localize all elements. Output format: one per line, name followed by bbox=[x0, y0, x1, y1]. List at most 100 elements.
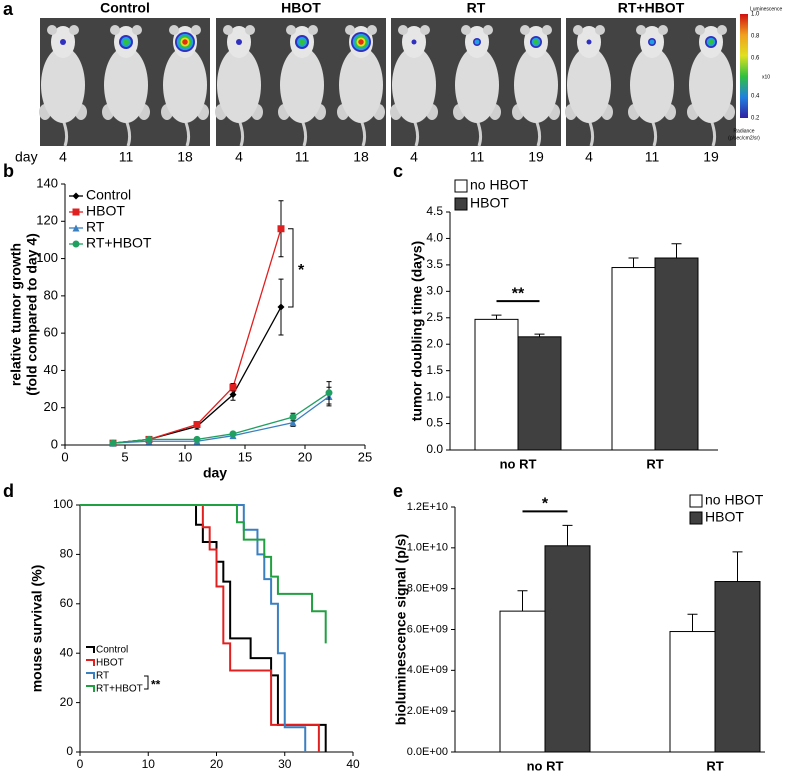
mouse-ear bbox=[573, 25, 583, 35]
group-title: RT bbox=[467, 0, 486, 16]
y-tick-label: 60 bbox=[60, 596, 74, 610]
error-bar bbox=[517, 590, 528, 612]
error-bar bbox=[562, 524, 573, 546]
marker bbox=[109, 439, 117, 447]
error-bar bbox=[732, 551, 743, 582]
mouse-body bbox=[689, 47, 733, 123]
signal-spot bbox=[358, 39, 364, 45]
error-bar bbox=[628, 257, 639, 268]
marker bbox=[289, 419, 297, 427]
colorbar-unit: (p/sec/cm2/sr) bbox=[728, 135, 760, 141]
mouse-ear bbox=[658, 25, 668, 35]
panel-label: e bbox=[393, 481, 403, 501]
x-tick-label: 40 bbox=[346, 757, 360, 771]
x-tick-label: no RT bbox=[527, 758, 564, 773]
mouse-ear bbox=[223, 25, 233, 35]
x-axis-label: time (days) bbox=[180, 772, 254, 774]
y-tick-label: 20 bbox=[44, 399, 58, 414]
legend-label: Control bbox=[96, 645, 128, 656]
colorbar-tick: 1.0 bbox=[751, 12, 760, 18]
legend-swatch bbox=[86, 672, 95, 679]
survival-curve bbox=[80, 504, 327, 752]
mouse-ear bbox=[69, 25, 79, 35]
legend-swatch bbox=[454, 179, 468, 193]
day-value: 19 bbox=[528, 149, 544, 165]
mouse-ear bbox=[695, 25, 705, 35]
day-value: 4 bbox=[59, 149, 67, 165]
mouse-ear bbox=[286, 25, 296, 35]
day-value: 19 bbox=[703, 149, 719, 165]
y-tick-label: 20 bbox=[60, 695, 74, 709]
signal-spot bbox=[299, 39, 305, 45]
x-axis-label: day bbox=[203, 465, 227, 481]
series-line bbox=[112, 396, 330, 444]
y-tick-label: 140 bbox=[36, 175, 58, 190]
bar bbox=[544, 545, 591, 753]
marker bbox=[229, 383, 237, 391]
y-tick-label: 80 bbox=[44, 287, 58, 302]
y-tick-label: 40 bbox=[44, 362, 58, 377]
survival-curve bbox=[80, 504, 320, 752]
mouse-body bbox=[455, 47, 499, 123]
legend-label: HBOT bbox=[705, 509, 744, 525]
y-tick-label: 100 bbox=[53, 497, 73, 511]
annotation: ** bbox=[512, 285, 525, 302]
day-value: 4 bbox=[585, 149, 593, 165]
signal-spot bbox=[60, 39, 66, 45]
day-label: day bbox=[15, 149, 38, 165]
legend-label: RT+HBOT bbox=[96, 684, 143, 695]
mouse-ear bbox=[110, 25, 120, 35]
mouse-ear bbox=[47, 25, 57, 35]
signal-spot bbox=[236, 39, 242, 45]
y-tick-label: 1.5 bbox=[426, 363, 443, 377]
day-value: 4 bbox=[235, 149, 243, 165]
y-axis-label: (fold compared to day 4) bbox=[24, 233, 40, 396]
mouse-body bbox=[217, 47, 261, 123]
mouse-ear bbox=[483, 25, 493, 35]
marker bbox=[72, 224, 80, 232]
series-line bbox=[112, 392, 330, 444]
y-tick-label: 4.5 bbox=[426, 204, 443, 218]
colorbar bbox=[740, 14, 748, 118]
marker bbox=[72, 208, 80, 216]
panel-label: c bbox=[393, 161, 403, 181]
group-title: HBOT bbox=[281, 0, 321, 16]
x-tick-label: 5 bbox=[121, 449, 128, 464]
y-tick-label: 0.0 bbox=[426, 442, 443, 456]
marker bbox=[193, 420, 201, 428]
marker bbox=[325, 389, 333, 397]
legend-swatch bbox=[454, 197, 468, 211]
x-tick-label: 0 bbox=[61, 449, 68, 464]
significance-bracket bbox=[288, 228, 294, 308]
mouse-ear bbox=[345, 25, 355, 35]
colorbar-exponent: x10 bbox=[762, 74, 770, 80]
legend-label: HBOT bbox=[86, 203, 125, 219]
signal-spot bbox=[586, 39, 592, 45]
x-tick-label: 15 bbox=[238, 449, 252, 464]
legend-label: RT bbox=[96, 671, 109, 682]
y-tick-label: 60 bbox=[44, 325, 58, 340]
colorbar-tick: 0.6 bbox=[751, 56, 760, 62]
y-tick-label: 6.0E+09 bbox=[407, 623, 448, 635]
marker bbox=[289, 413, 297, 421]
bar bbox=[474, 318, 519, 451]
mouse-ear bbox=[245, 25, 255, 35]
marker bbox=[277, 303, 285, 311]
day-value: 4 bbox=[410, 149, 418, 165]
colorbar-tick: 0.2 bbox=[751, 116, 760, 122]
bar bbox=[654, 257, 699, 451]
mouse-body bbox=[41, 47, 85, 123]
mouse-ear bbox=[308, 25, 318, 35]
marker bbox=[193, 435, 201, 443]
signal-spot bbox=[411, 39, 417, 45]
colorbar-unit-label: Radiance bbox=[733, 128, 754, 134]
y-tick-label: 2.0E+09 bbox=[407, 705, 448, 717]
y-tick-label: 1.0E+10 bbox=[407, 542, 448, 554]
y-axis-label: bioluminescence signal (p/s) bbox=[393, 534, 409, 725]
series-line bbox=[112, 228, 282, 444]
y-tick-label: 4.0E+09 bbox=[407, 664, 448, 676]
mouse-body bbox=[104, 47, 148, 123]
mouse-ear bbox=[420, 25, 430, 35]
legend-label: no HBOT bbox=[705, 492, 764, 508]
bar bbox=[714, 581, 761, 753]
